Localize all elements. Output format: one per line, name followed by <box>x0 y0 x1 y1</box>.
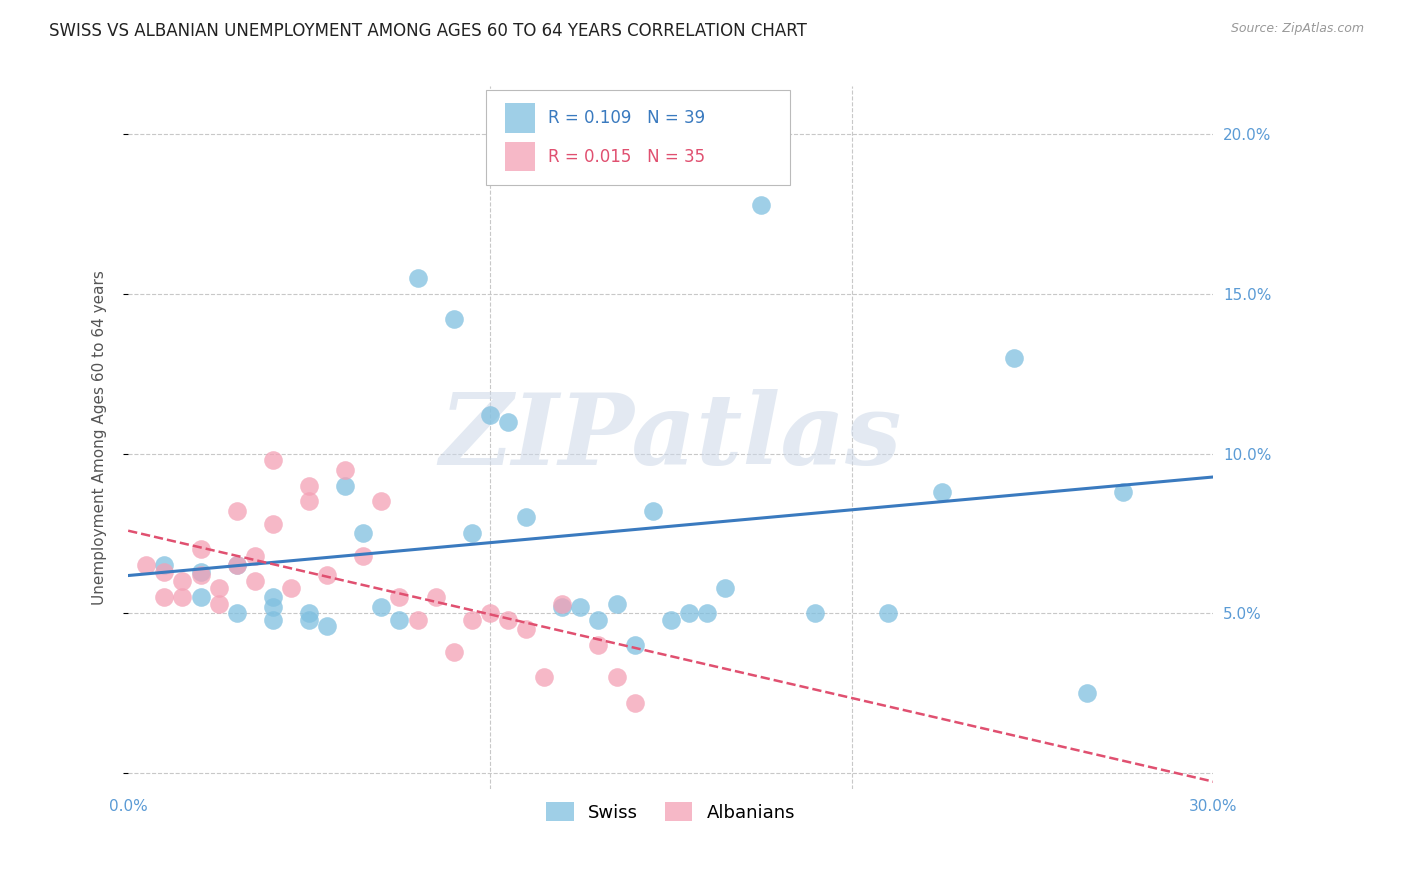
FancyBboxPatch shape <box>505 142 536 171</box>
Point <box>225 504 247 518</box>
Point <box>262 453 284 467</box>
Point <box>316 619 339 633</box>
Text: R = 0.109   N = 39: R = 0.109 N = 39 <box>548 109 706 127</box>
Point <box>515 622 537 636</box>
FancyBboxPatch shape <box>486 90 790 185</box>
Point <box>605 670 627 684</box>
Point <box>461 613 484 627</box>
Point <box>388 613 411 627</box>
Point <box>352 526 374 541</box>
Point <box>533 670 555 684</box>
Point <box>678 607 700 621</box>
Point <box>335 462 357 476</box>
Point <box>876 607 898 621</box>
Point <box>225 558 247 573</box>
Point <box>623 696 645 710</box>
Point <box>298 494 321 508</box>
Point <box>443 312 465 326</box>
Point <box>406 613 429 627</box>
Point <box>262 613 284 627</box>
Point <box>515 510 537 524</box>
Point <box>190 591 212 605</box>
Point <box>280 581 302 595</box>
Point <box>496 613 519 627</box>
Point <box>243 574 266 589</box>
Point <box>190 568 212 582</box>
Point <box>225 607 247 621</box>
Point <box>298 607 321 621</box>
Point <box>298 478 321 492</box>
Point <box>443 644 465 658</box>
Point <box>153 565 176 579</box>
Point <box>804 607 827 621</box>
Point <box>370 599 392 614</box>
Point <box>406 271 429 285</box>
Text: Source: ZipAtlas.com: Source: ZipAtlas.com <box>1230 22 1364 36</box>
Point <box>153 591 176 605</box>
Point <box>931 484 953 499</box>
Point <box>262 599 284 614</box>
Point <box>190 565 212 579</box>
Point <box>172 574 194 589</box>
Point <box>316 568 339 582</box>
Point <box>659 613 682 627</box>
Point <box>352 549 374 563</box>
Point <box>190 542 212 557</box>
Point <box>551 599 574 614</box>
Point <box>496 415 519 429</box>
Point <box>172 591 194 605</box>
Point <box>588 638 610 652</box>
Point <box>262 591 284 605</box>
Y-axis label: Unemployment Among Ages 60 to 64 years: Unemployment Among Ages 60 to 64 years <box>93 270 107 605</box>
Text: ZIPatlas: ZIPatlas <box>440 390 903 486</box>
Point <box>551 597 574 611</box>
Point <box>1112 484 1135 499</box>
Point <box>388 591 411 605</box>
Point <box>478 607 501 621</box>
Point <box>207 581 229 595</box>
Point <box>714 581 737 595</box>
Text: R = 0.015   N = 35: R = 0.015 N = 35 <box>548 147 706 166</box>
Point <box>1004 351 1026 365</box>
Point <box>370 494 392 508</box>
Point <box>768 165 790 179</box>
Point <box>461 526 484 541</box>
FancyBboxPatch shape <box>505 103 536 133</box>
Point <box>225 558 247 573</box>
Point <box>335 478 357 492</box>
Legend: Swiss, Albanians: Swiss, Albanians <box>540 796 803 829</box>
Point <box>478 409 501 423</box>
Point <box>153 558 176 573</box>
Point <box>641 504 664 518</box>
Point <box>262 516 284 531</box>
Point <box>623 638 645 652</box>
Point <box>243 549 266 563</box>
Point <box>298 613 321 627</box>
Point <box>425 591 447 605</box>
Point <box>749 197 772 211</box>
Text: SWISS VS ALBANIAN UNEMPLOYMENT AMONG AGES 60 TO 64 YEARS CORRELATION CHART: SWISS VS ALBANIAN UNEMPLOYMENT AMONG AGE… <box>49 22 807 40</box>
Point <box>696 607 718 621</box>
Point <box>207 597 229 611</box>
Point <box>588 613 610 627</box>
Point <box>135 558 157 573</box>
Point <box>569 599 592 614</box>
Point <box>605 597 627 611</box>
Point <box>1076 686 1098 700</box>
